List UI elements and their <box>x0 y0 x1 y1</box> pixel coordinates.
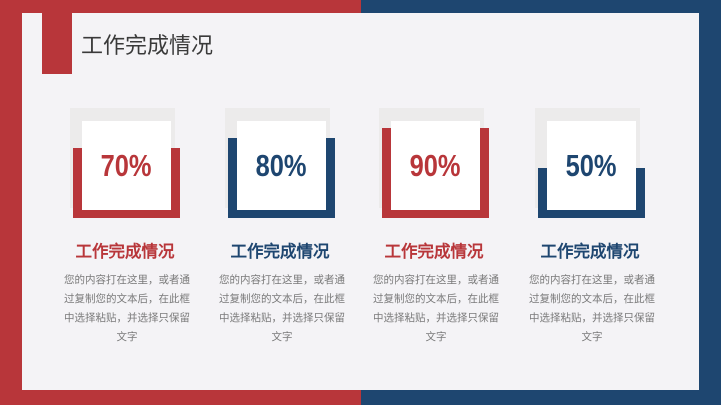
percent-box: 70% <box>82 121 171 210</box>
percent-value: 80% <box>256 147 307 183</box>
progress-card: 90% 工作完成情况 您的内容打在这里，或者通过复制您的文本后，在此框中选择粘贴… <box>369 100 499 350</box>
card-description: 您的内容打在这里，或者通过复制您的文本后，在此框中选择粘贴，并选择只保留文字 <box>373 274 499 343</box>
progress-card: 80% 工作完成情况 您的内容打在这里，或者通过复制您的文本后，在此框中选择粘贴… <box>215 100 345 350</box>
percent-box: 50% <box>547 121 636 210</box>
card-heading: 工作完成情况 <box>230 242 330 261</box>
page-title: 工作完成情况 <box>81 34 214 59</box>
progress-card: 50% 工作完成情况 您的内容打在这里，或者通过复制您的文本后，在此框中选择粘贴… <box>525 100 655 350</box>
percent-value: 70% <box>101 147 152 183</box>
card-heading: 工作完成情况 <box>384 242 484 261</box>
card-description: 您的内容打在这里，或者通过复制您的文本后，在此框中选择粘贴，并选择只保留文字 <box>64 274 190 343</box>
card-heading: 工作完成情况 <box>75 242 175 261</box>
percent-value: 50% <box>566 147 617 183</box>
percent-box: 90% <box>391 121 480 210</box>
percent-value: 90% <box>410 147 461 183</box>
card-heading: 工作完成情况 <box>540 242 640 261</box>
card-description: 您的内容打在这里，或者通过复制您的文本后，在此框中选择粘贴，并选择只保留文字 <box>219 274 345 343</box>
progress-card: 70% 工作完成情况 您的内容打在这里，或者通过复制您的文本后，在此框中选择粘贴… <box>60 100 190 350</box>
card-description: 您的内容打在这里，或者通过复制您的文本后，在此框中选择粘贴，并选择只保留文字 <box>529 274 655 343</box>
percent-box: 80% <box>237 121 326 210</box>
title-accent-tab <box>42 13 72 74</box>
